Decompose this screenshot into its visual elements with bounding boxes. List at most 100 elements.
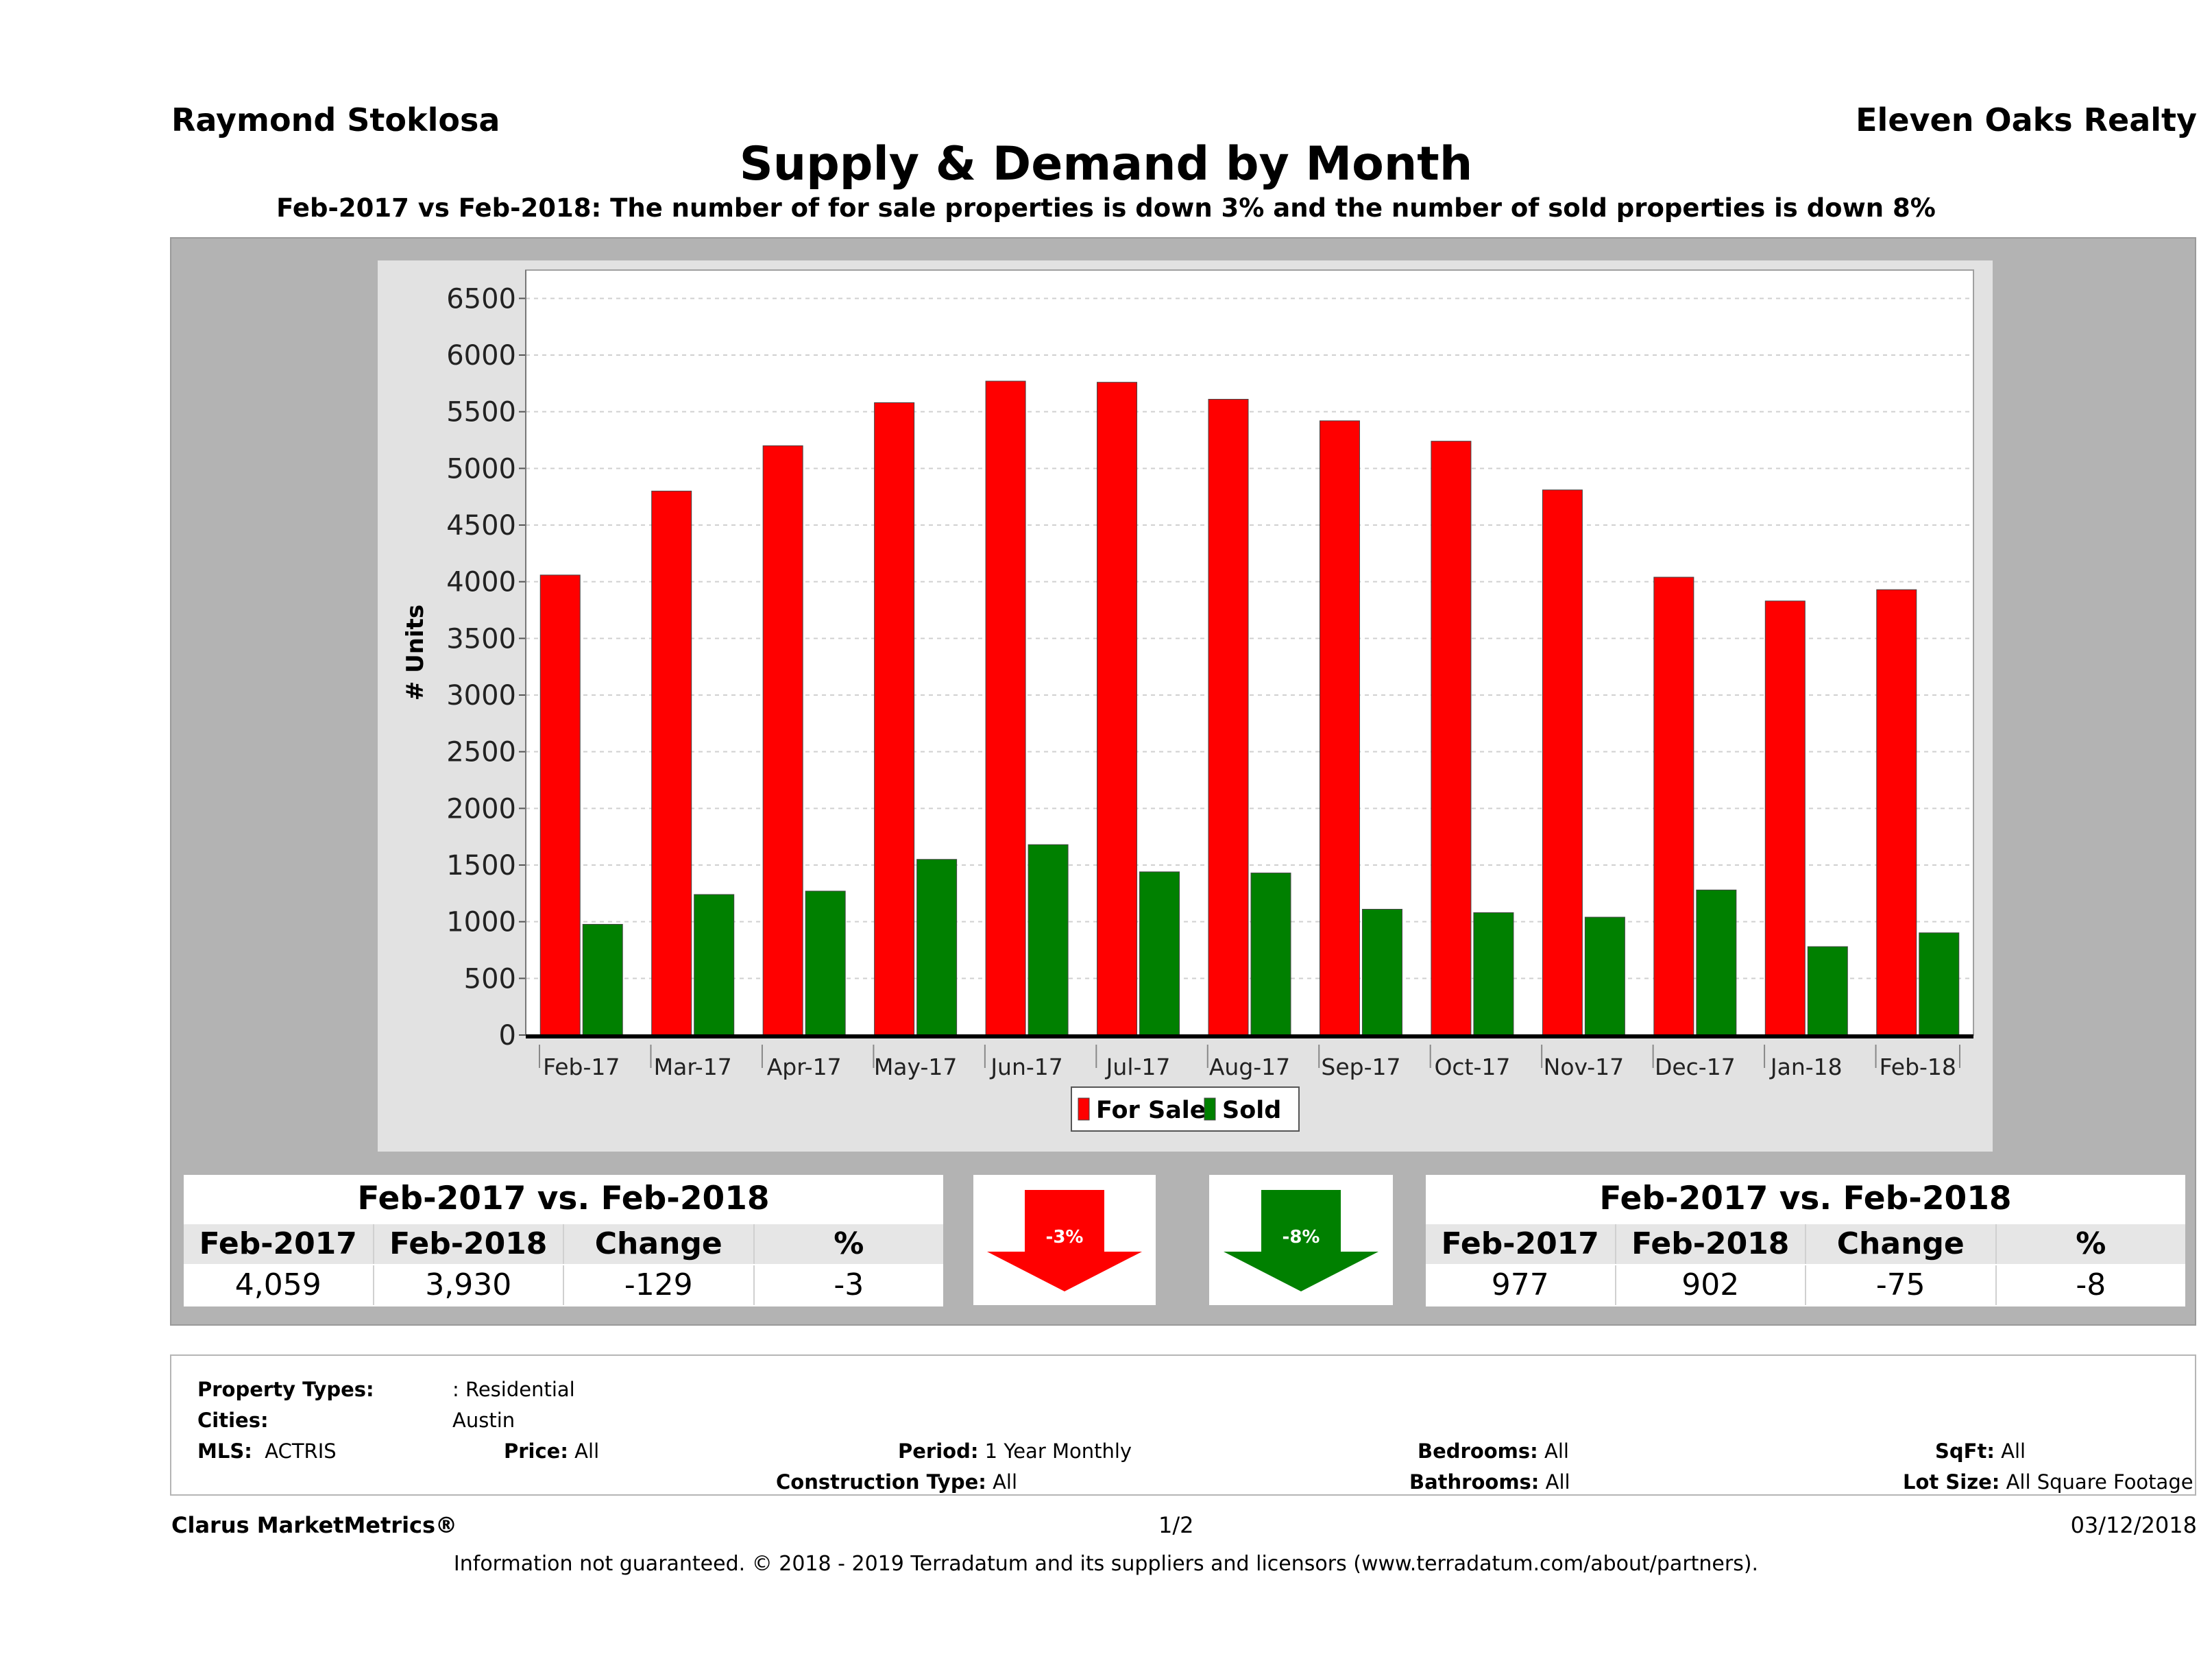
for-sale-stats-heading: Feb-2017 vs. Feb-2018 bbox=[357, 1180, 770, 1217]
col-header: Feb-2017 bbox=[1426, 1224, 1616, 1264]
filter-sqft: SqFt: All bbox=[1935, 1439, 2026, 1463]
x-tick-label: Mar-17 bbox=[654, 1054, 732, 1080]
for-sale-bar bbox=[1208, 398, 1249, 1036]
sold-stats-table: Feb-2017 vs. Feb-2018 Feb-2017 Feb-2018 … bbox=[1426, 1175, 2185, 1306]
sold-stats-header-row: Feb-2017 Feb-2018 Change % bbox=[1426, 1224, 2185, 1264]
x-tick-label: Oct-17 bbox=[1434, 1054, 1510, 1080]
for-sale-stats-table: Feb-2017 vs. Feb-2018 Feb-2017 Feb-2018 … bbox=[184, 1175, 943, 1306]
for-sale-bar bbox=[1653, 576, 1694, 1036]
sold-bar bbox=[694, 894, 735, 1036]
for-sale-bar bbox=[1431, 441, 1472, 1036]
sold-bar bbox=[1919, 932, 1960, 1036]
y-tick-label: 3000 bbox=[446, 680, 516, 712]
sold-bar bbox=[805, 890, 846, 1036]
for-sale-bar bbox=[1542, 489, 1583, 1036]
sold-bar bbox=[1028, 844, 1069, 1036]
y-tick-label: 6500 bbox=[446, 283, 516, 315]
sold-bar bbox=[1139, 871, 1180, 1036]
filter-cities: Cities: bbox=[197, 1409, 269, 1432]
for-sale-bar bbox=[874, 402, 915, 1036]
filter-price: Price: All bbox=[504, 1439, 600, 1463]
company-name: Eleven Oaks Realty bbox=[1856, 101, 2197, 138]
sold-stats-value-row: 977 902 -75 -8 bbox=[1426, 1265, 2185, 1305]
x-tick-label: Jun-17 bbox=[989, 1054, 1062, 1080]
sold-bar bbox=[1584, 916, 1625, 1036]
y-tick-label: 3500 bbox=[446, 623, 516, 655]
y-tick-label: 5500 bbox=[446, 397, 516, 428]
sold-bar bbox=[1250, 873, 1291, 1036]
x-tick-label: Feb-18 bbox=[1880, 1054, 1956, 1080]
supply-demand-chart: 0 500 1000 1500 2000 2500 3000 3500 4000 4500 5000… bbox=[402, 269, 1974, 1132]
for-sale-bar bbox=[1876, 589, 1917, 1036]
for-sale-stats-value-row: 4,059 3,930 -129 -3 bbox=[184, 1265, 943, 1305]
sold-arrow-label: -8% bbox=[1283, 1227, 1320, 1248]
x-tick-label: Sep-17 bbox=[1321, 1054, 1400, 1080]
sold-bar bbox=[582, 923, 623, 1036]
col-header: Feb-2018 bbox=[1616, 1224, 1806, 1264]
for-sale-bar bbox=[651, 490, 692, 1036]
filter-cities-value: Austin bbox=[452, 1409, 515, 1432]
sold-bar bbox=[916, 859, 958, 1036]
legend-label-sold: Sold bbox=[1222, 1097, 1281, 1124]
report-date: 03/12/2018 bbox=[2070, 1512, 2197, 1538]
col-header: % bbox=[2076, 1226, 2106, 1261]
for-sale-bar bbox=[1319, 420, 1360, 1036]
for-sale-stats-header-row: Feb-2017 Feb-2018 Change % bbox=[184, 1224, 943, 1264]
x-tick-label: Jan-18 bbox=[1769, 1054, 1843, 1080]
stat-value: 977 bbox=[1426, 1265, 1616, 1305]
report-subtitle: Feb-2017 vs Feb-2018: The number of for … bbox=[276, 193, 1936, 223]
sold-bar bbox=[1473, 912, 1514, 1036]
x-tick-label: Apr-17 bbox=[767, 1054, 842, 1080]
down-arrow-icon bbox=[1224, 1190, 1378, 1291]
footer-brand: Clarus MarketMetrics® bbox=[171, 1512, 458, 1538]
filter-mls: MLS: ACTRIS bbox=[197, 1439, 337, 1463]
y-tick-label: 500 bbox=[464, 963, 516, 995]
y-tick-label: 1000 bbox=[446, 907, 516, 938]
y-tick-label: 6000 bbox=[446, 340, 516, 372]
report-title: Supply & Demand by Month bbox=[739, 137, 1473, 191]
filter-property-types: Property Types: bbox=[197, 1378, 374, 1401]
y-tick-label: 4500 bbox=[446, 510, 516, 542]
stat-value: -129 bbox=[564, 1265, 755, 1305]
down-arrow-icon bbox=[987, 1190, 1142, 1291]
legend-box bbox=[1071, 1086, 1300, 1132]
disclaimer: Information not guaranteed. © 2018 - 201… bbox=[453, 1552, 1759, 1576]
sold-bar bbox=[1696, 889, 1737, 1036]
sold-bar bbox=[1361, 908, 1402, 1036]
filter-property-types-value: : Residential bbox=[452, 1378, 575, 1401]
legend-label-for-sale: For Sale bbox=[1096, 1097, 1206, 1124]
sold-bar bbox=[1807, 946, 1848, 1036]
filter-bathrooms: Bathrooms: All bbox=[1409, 1470, 1570, 1494]
y-tick-label: 4000 bbox=[446, 567, 516, 598]
legend-swatch-for-sale bbox=[1078, 1097, 1090, 1121]
filter-bedrooms: Bedrooms: All bbox=[1418, 1439, 1569, 1463]
x-tick-label: Jul-17 bbox=[1105, 1054, 1171, 1080]
for-sale-arrow-label: -3% bbox=[1046, 1227, 1084, 1248]
for-sale-bar bbox=[985, 380, 1026, 1036]
for-sale-bar bbox=[1097, 382, 1138, 1036]
for-sale-bar bbox=[539, 574, 581, 1036]
stat-value: 902 bbox=[1616, 1265, 1806, 1305]
x-tick-label: Aug-17 bbox=[1209, 1054, 1290, 1080]
col-header: Change bbox=[564, 1224, 755, 1264]
agent-name: Raymond Stoklosa bbox=[171, 101, 500, 138]
y-tick-label: 1500 bbox=[446, 850, 516, 881]
stat-value: -3 bbox=[834, 1267, 864, 1302]
x-tick-label: Dec-17 bbox=[1655, 1054, 1736, 1080]
for-sale-bar bbox=[1764, 600, 1806, 1036]
stat-value: 4,059 bbox=[184, 1265, 374, 1305]
x-tick-label: Nov-17 bbox=[1544, 1054, 1624, 1080]
filter-period: Period: 1 Year Monthly bbox=[898, 1439, 1132, 1463]
chart-area: 0 500 1000 1500 2000 2500 3000 3500 4000 4500 5000… bbox=[378, 260, 1993, 1152]
stat-value: 3,930 bbox=[374, 1265, 564, 1305]
page-number: 1/2 bbox=[1158, 1512, 1194, 1538]
sold-change-arrow: -8% bbox=[1209, 1175, 1393, 1305]
filter-construction: Construction Type: All bbox=[776, 1470, 1018, 1494]
y-axis-title: # Units bbox=[402, 605, 429, 701]
y-tick-label: 2000 bbox=[446, 793, 516, 825]
y-tick-label: 2500 bbox=[446, 737, 516, 768]
y-tick-label: 5000 bbox=[446, 453, 516, 485]
for-sale-bar bbox=[762, 445, 803, 1036]
plot-background bbox=[525, 269, 1974, 1036]
stat-value: -8 bbox=[2076, 1267, 2106, 1302]
